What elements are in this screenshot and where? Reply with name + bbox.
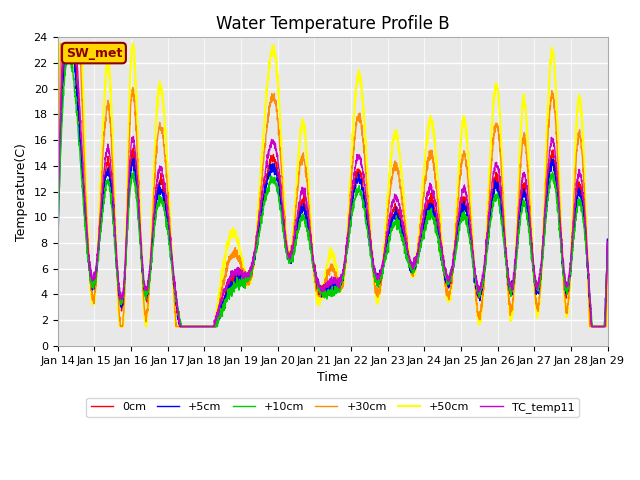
+10cm bbox=[604, 248, 611, 254]
0cm bbox=[116, 299, 124, 305]
+30cm bbox=[265, 103, 273, 109]
+10cm bbox=[116, 298, 124, 304]
0cm bbox=[149, 228, 157, 234]
TC_temp11 bbox=[60, 41, 67, 47]
+30cm bbox=[604, 242, 611, 248]
+5cm bbox=[62, 41, 70, 47]
+30cm bbox=[593, 324, 601, 329]
+50cm bbox=[534, 306, 541, 312]
+5cm bbox=[54, 253, 61, 259]
TC_temp11 bbox=[149, 221, 157, 227]
+30cm bbox=[54, 246, 61, 252]
0cm bbox=[54, 238, 61, 244]
0cm bbox=[265, 166, 273, 171]
Line: +30cm: +30cm bbox=[58, 44, 607, 326]
+10cm bbox=[265, 181, 273, 187]
Y-axis label: Temperature(C): Temperature(C) bbox=[15, 143, 28, 240]
+30cm bbox=[116, 324, 124, 329]
+50cm bbox=[289, 237, 296, 242]
TC_temp11 bbox=[176, 324, 184, 329]
+50cm bbox=[265, 67, 273, 73]
+50cm bbox=[604, 243, 611, 249]
+30cm bbox=[534, 305, 541, 311]
Line: 0cm: 0cm bbox=[58, 44, 607, 326]
+10cm bbox=[177, 324, 185, 329]
+10cm bbox=[64, 47, 72, 53]
+30cm bbox=[149, 204, 157, 210]
0cm bbox=[60, 41, 68, 47]
+10cm bbox=[289, 250, 296, 256]
TC_temp11 bbox=[534, 283, 541, 289]
+50cm bbox=[593, 324, 601, 329]
Line: +5cm: +5cm bbox=[58, 44, 607, 326]
+10cm bbox=[149, 243, 157, 249]
+50cm bbox=[116, 324, 124, 329]
+5cm bbox=[534, 284, 541, 290]
+5cm bbox=[265, 170, 273, 176]
+50cm bbox=[56, 41, 64, 47]
+30cm bbox=[57, 41, 65, 47]
+30cm bbox=[289, 243, 296, 249]
TC_temp11 bbox=[265, 147, 273, 153]
+10cm bbox=[593, 324, 601, 329]
0cm bbox=[176, 324, 184, 329]
+5cm bbox=[149, 238, 157, 244]
0cm bbox=[289, 250, 296, 255]
TC_temp11 bbox=[116, 291, 124, 297]
+10cm bbox=[534, 285, 541, 291]
+5cm bbox=[593, 324, 601, 329]
TC_temp11 bbox=[289, 243, 296, 249]
0cm bbox=[604, 237, 611, 242]
+50cm bbox=[116, 324, 124, 329]
Text: SW_met: SW_met bbox=[66, 47, 122, 60]
X-axis label: Time: Time bbox=[317, 371, 348, 384]
+50cm bbox=[149, 184, 157, 190]
TC_temp11 bbox=[54, 236, 61, 241]
+5cm bbox=[116, 295, 124, 301]
+5cm bbox=[177, 324, 184, 329]
+10cm bbox=[54, 250, 61, 256]
Line: TC_temp11: TC_temp11 bbox=[58, 44, 607, 326]
Legend: 0cm, +5cm, +10cm, +30cm, +50cm, TC_temp11: 0cm, +5cm, +10cm, +30cm, +50cm, TC_temp1… bbox=[86, 397, 579, 418]
0cm bbox=[593, 324, 601, 329]
TC_temp11 bbox=[593, 324, 601, 329]
+5cm bbox=[604, 236, 611, 242]
Title: Water Temperature Profile B: Water Temperature Profile B bbox=[216, 15, 449, 33]
Line: +10cm: +10cm bbox=[58, 50, 607, 326]
Line: +50cm: +50cm bbox=[58, 44, 607, 326]
+30cm bbox=[116, 322, 124, 328]
0cm bbox=[534, 288, 541, 294]
TC_temp11 bbox=[604, 239, 611, 245]
+50cm bbox=[54, 237, 61, 243]
+5cm bbox=[289, 250, 296, 255]
